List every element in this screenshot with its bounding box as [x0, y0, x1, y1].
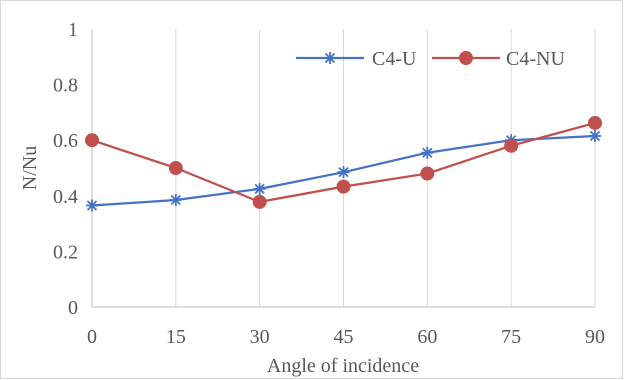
- x-tick-label: 15: [166, 326, 186, 348]
- x-tick-label: 90: [585, 326, 605, 348]
- x-tick-label: 0: [87, 326, 97, 348]
- y-tick-label: 0.6: [53, 130, 78, 152]
- legend: C4-U C4-NU: [296, 48, 565, 70]
- grid-lines: [175, 29, 596, 307]
- data-point: [86, 199, 98, 212]
- legend-item-c4-nu: C4-NU: [432, 48, 565, 70]
- data-point: [504, 138, 519, 153]
- x-tick-labels: 0 15 30 45 60 75 90: [87, 326, 605, 348]
- axes: [91, 29, 595, 308]
- x-tick-label: 30: [250, 326, 270, 348]
- legend-marker: [324, 52, 336, 64]
- legend-label: C4-U: [372, 48, 417, 70]
- series-c4-nu: [85, 115, 602, 209]
- y-tick-labels: 0 0.2 0.4 0.6 0.8 1: [53, 19, 78, 319]
- data-point: [337, 166, 350, 179]
- y-tick-label: 0: [68, 297, 78, 319]
- data-point: [421, 146, 434, 159]
- legend-item-c4-u: C4-U: [296, 48, 417, 70]
- data-point: [252, 194, 267, 209]
- data-point: [168, 161, 183, 175]
- x-tick-label: 60: [417, 326, 437, 348]
- y-tick-label: 0.8: [53, 75, 78, 97]
- data-point: [336, 179, 351, 194]
- data-point: [589, 130, 601, 143]
- data-point: [420, 166, 435, 181]
- y-tick-label: 0.4: [53, 186, 78, 208]
- series-lines: [85, 115, 602, 212]
- data-point: [169, 193, 182, 206]
- y-axis-label: N/Nu: [19, 146, 41, 190]
- data-point: [253, 182, 266, 195]
- legend-marker: [459, 51, 473, 65]
- x-tick-label: 45: [334, 326, 354, 348]
- data-point: [85, 133, 99, 148]
- y-tick-label: 1: [68, 19, 78, 41]
- legend-label: C4-NU: [506, 48, 565, 70]
- x-tick-label: 75: [501, 326, 521, 348]
- x-axis-label: Angle of incidence: [267, 355, 419, 377]
- y-tick-label: 0.2: [53, 241, 78, 263]
- data-point: [588, 115, 602, 130]
